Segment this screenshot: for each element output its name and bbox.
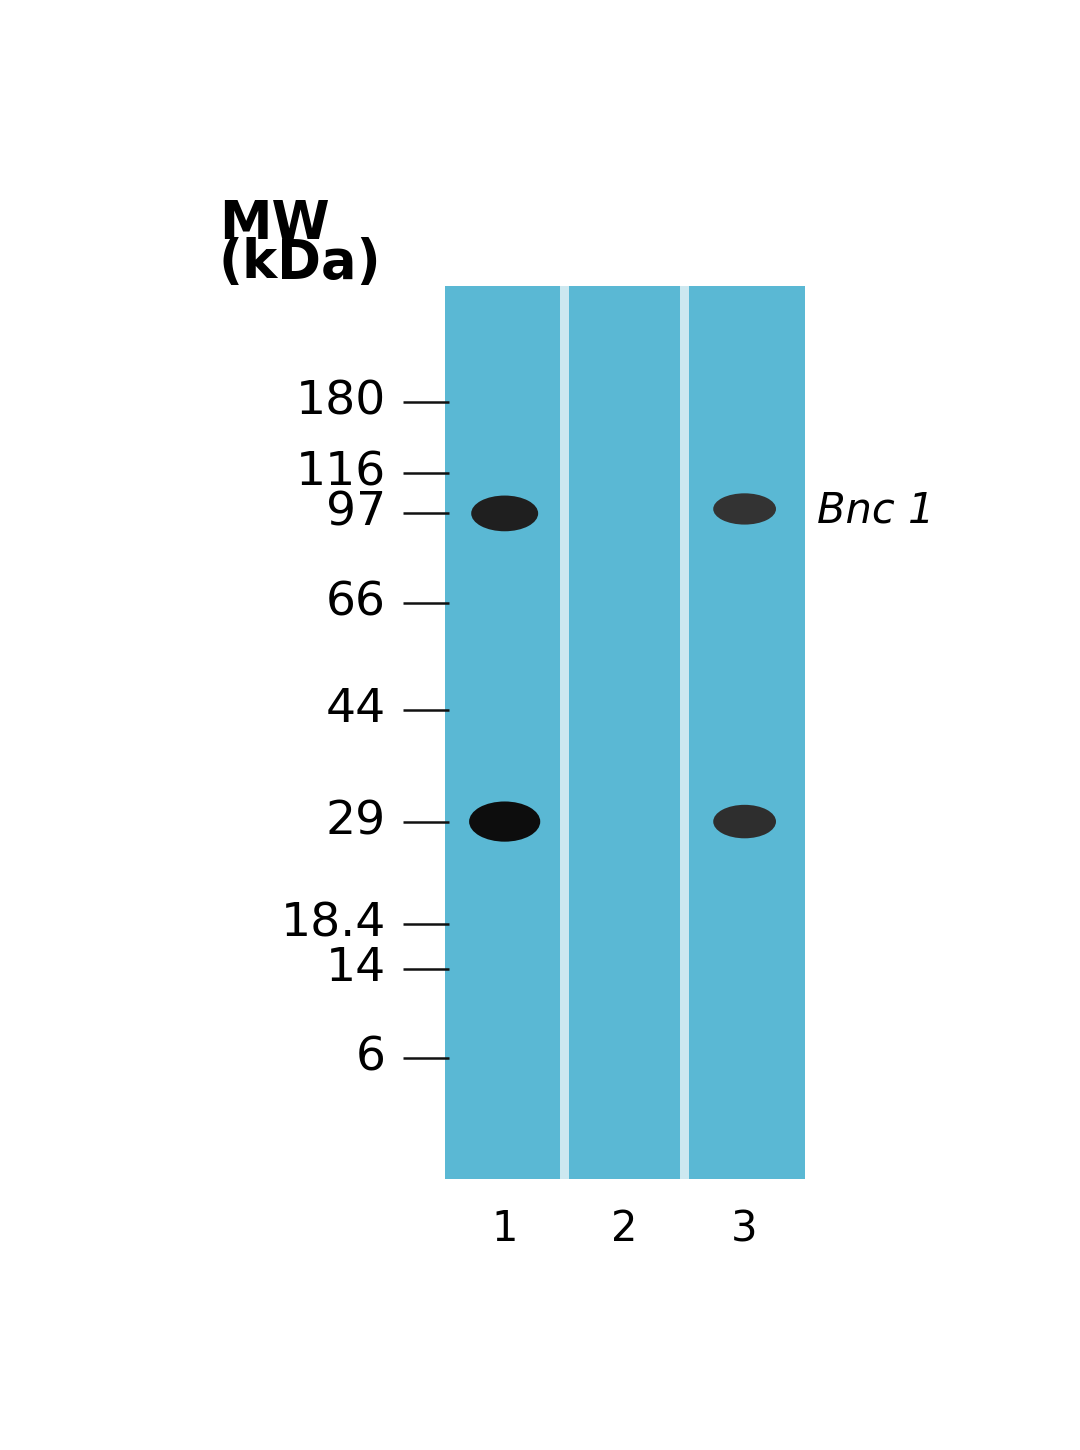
FancyBboxPatch shape: [561, 286, 569, 1179]
Text: 116: 116: [296, 451, 387, 496]
Text: 1: 1: [491, 1208, 518, 1250]
Text: 6: 6: [356, 1035, 387, 1080]
Ellipse shape: [469, 802, 540, 841]
Text: MW: MW: [218, 199, 329, 251]
Ellipse shape: [713, 493, 777, 525]
Text: 66: 66: [326, 580, 387, 625]
Text: 44: 44: [326, 687, 387, 732]
Text: Bnc 1: Bnc 1: [818, 490, 934, 532]
Text: 14: 14: [326, 947, 387, 992]
Text: 18.4: 18.4: [281, 902, 387, 947]
Text: 2: 2: [611, 1208, 638, 1250]
Text: 3: 3: [731, 1208, 758, 1250]
Text: (kDa): (kDa): [218, 238, 381, 290]
Text: 180: 180: [296, 380, 387, 425]
FancyBboxPatch shape: [680, 286, 689, 1179]
Text: 29: 29: [326, 799, 387, 844]
Text: 97: 97: [326, 492, 387, 536]
Ellipse shape: [471, 496, 538, 531]
FancyBboxPatch shape: [445, 286, 805, 1179]
Ellipse shape: [713, 805, 777, 838]
